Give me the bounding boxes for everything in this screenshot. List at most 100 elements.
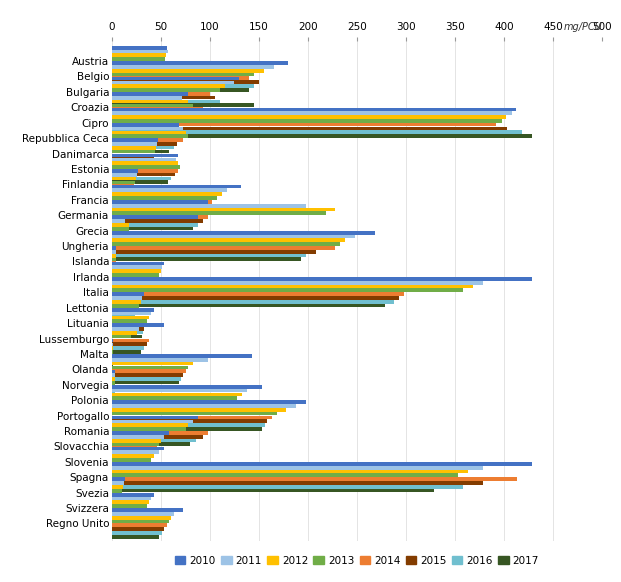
Bar	[112, 254, 306, 257]
Bar	[112, 189, 227, 192]
Bar	[112, 489, 122, 492]
Bar	[112, 496, 151, 501]
Bar	[112, 470, 145, 473]
Bar	[112, 84, 254, 88]
Bar	[112, 69, 164, 72]
Bar	[112, 311, 137, 315]
Bar	[112, 215, 208, 219]
Bar	[112, 504, 120, 508]
Bar	[112, 439, 196, 442]
Bar	[112, 200, 208, 204]
Bar	[112, 516, 143, 519]
Bar	[112, 411, 223, 416]
Bar	[112, 92, 188, 96]
Bar	[112, 277, 532, 281]
Bar	[112, 123, 496, 126]
Bar	[112, 423, 188, 427]
Bar	[112, 462, 149, 466]
Bar	[112, 477, 125, 481]
Bar	[112, 188, 134, 192]
Bar	[112, 269, 161, 273]
Bar	[112, 196, 134, 200]
Bar	[112, 374, 115, 377]
Bar	[112, 312, 151, 315]
Bar	[112, 370, 115, 373]
Bar	[112, 115, 506, 119]
Bar	[112, 450, 159, 454]
Bar	[112, 192, 135, 196]
Bar	[112, 246, 116, 250]
Bar	[112, 377, 115, 381]
Bar	[112, 76, 249, 80]
Bar	[112, 288, 153, 292]
Bar	[112, 512, 174, 516]
Bar	[112, 281, 483, 285]
Legend: 2010, 2011, 2012, 2013, 2014, 2015, 2016, 2017: 2010, 2011, 2012, 2013, 2014, 2015, 2016…	[171, 552, 543, 570]
Bar	[112, 95, 215, 100]
Bar	[112, 57, 165, 61]
Bar	[112, 323, 145, 327]
Bar	[112, 485, 463, 488]
Bar	[112, 350, 113, 354]
Bar	[112, 373, 183, 377]
Bar	[112, 246, 335, 250]
Bar	[112, 354, 113, 357]
Bar	[112, 350, 141, 354]
Bar	[112, 150, 155, 154]
Bar	[112, 69, 264, 73]
Bar	[112, 46, 166, 49]
Bar	[112, 154, 178, 158]
Bar	[112, 273, 116, 276]
Bar	[112, 435, 203, 438]
Bar	[112, 277, 157, 281]
Bar	[112, 396, 237, 400]
Bar	[112, 485, 122, 489]
Bar	[112, 211, 204, 215]
Bar	[112, 365, 113, 369]
Bar	[112, 462, 532, 466]
Bar	[112, 281, 155, 285]
Bar	[112, 450, 155, 454]
Bar	[112, 408, 286, 411]
Bar	[112, 520, 169, 523]
Bar	[112, 354, 252, 358]
Bar	[112, 481, 124, 485]
Bar	[112, 127, 183, 130]
Bar	[112, 362, 193, 365]
Bar	[112, 315, 149, 319]
Bar	[112, 104, 193, 107]
Bar	[112, 107, 203, 111]
Bar	[112, 184, 134, 188]
Bar	[112, 239, 345, 242]
Bar	[112, 335, 142, 338]
Bar	[112, 416, 198, 420]
Bar	[112, 470, 468, 473]
Bar	[112, 443, 159, 446]
Bar	[112, 119, 173, 122]
Bar	[112, 427, 262, 431]
Bar	[112, 292, 404, 296]
Bar	[112, 130, 186, 134]
Bar	[112, 285, 473, 288]
Bar	[112, 442, 190, 446]
Bar	[112, 481, 483, 485]
Bar	[112, 289, 463, 292]
Bar	[112, 389, 247, 392]
Text: mg/PCU: mg/PCU	[564, 22, 602, 32]
Bar	[112, 315, 135, 319]
Bar	[112, 385, 115, 388]
Bar	[112, 269, 116, 273]
Bar	[112, 196, 217, 200]
Bar	[112, 285, 154, 288]
Bar	[112, 400, 232, 404]
Bar	[112, 339, 149, 342]
Bar	[112, 404, 227, 407]
Bar	[112, 516, 171, 520]
Bar	[112, 466, 483, 470]
Bar	[112, 200, 212, 204]
Bar	[112, 296, 142, 300]
Bar	[112, 343, 113, 346]
Bar	[112, 381, 178, 385]
Bar	[112, 242, 340, 246]
Bar	[112, 361, 113, 365]
